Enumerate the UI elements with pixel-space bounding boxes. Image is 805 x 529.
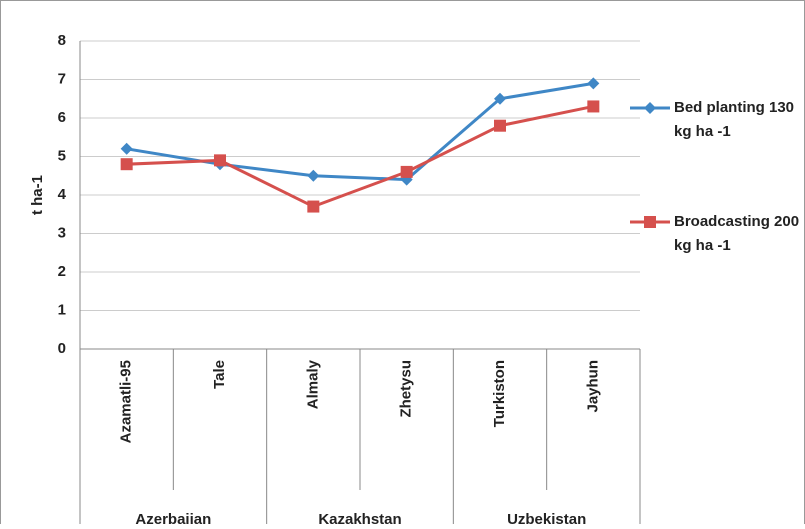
y-tick-label: 5 bbox=[58, 147, 66, 164]
y-tick-label: 2 bbox=[58, 263, 66, 280]
marker bbox=[644, 216, 656, 228]
y-tick-label: 3 bbox=[58, 224, 66, 241]
marker bbox=[120, 142, 133, 155]
group-label: Uzbekistan bbox=[507, 511, 586, 524]
marker bbox=[307, 200, 320, 213]
y-tick-label: 8 bbox=[58, 32, 66, 49]
x-tick-label: Tale bbox=[211, 360, 228, 389]
marker bbox=[494, 92, 506, 105]
y-tick-label: 7 bbox=[58, 70, 66, 87]
y-tick-label: 0 bbox=[58, 340, 66, 357]
x-tick-label: Jayhun bbox=[584, 360, 601, 413]
group-label: Kazakhstan bbox=[318, 511, 401, 524]
legend-label: Broadcasting 200 kg ha -1 bbox=[674, 213, 800, 254]
x-tick-label: Turkiston bbox=[491, 360, 508, 427]
marker bbox=[214, 154, 226, 167]
y-tick-label: 1 bbox=[58, 301, 66, 318]
x-tick-label: Azamatli-95 bbox=[118, 360, 135, 443]
marker bbox=[494, 119, 506, 132]
x-tick-label: Zhetysu bbox=[398, 360, 415, 418]
marker bbox=[587, 100, 600, 113]
marker bbox=[587, 77, 600, 90]
y-axis-label: t ha-1 bbox=[29, 175, 46, 215]
marker bbox=[307, 169, 320, 182]
series-line bbox=[126, 81, 594, 182]
marker bbox=[644, 102, 656, 114]
legend-label: Bed planting 130 kg ha -1 bbox=[674, 99, 795, 140]
group-label: Azerbaijan bbox=[135, 511, 211, 524]
series-line bbox=[126, 104, 594, 209]
y-tick-label: 6 bbox=[58, 109, 66, 126]
marker bbox=[120, 158, 133, 171]
x-tick-label: Almaly bbox=[304, 359, 321, 409]
y-tick-label: 4 bbox=[58, 186, 67, 203]
marker bbox=[400, 165, 413, 178]
